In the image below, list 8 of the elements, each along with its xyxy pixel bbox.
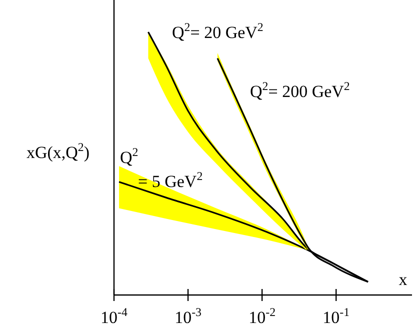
x-tick-label: 10$^{-4}$ [100,305,128,327]
series-label: Q$^{2}$= 200 GeV$^{2}$ [250,79,350,101]
y-axis-title: xG(x,Q$^{2}$) [26,140,90,162]
x-tick-label: 10$^{-2}$ [248,305,276,327]
x-axis-title: x [398,270,408,289]
series-label: Q$^{2}$= 20 GeV$^{2}$ [172,20,264,42]
x-tick-label: 10$^{-1}$ [322,305,350,327]
x-tick-label: 10$^{-3}$ [174,305,202,327]
